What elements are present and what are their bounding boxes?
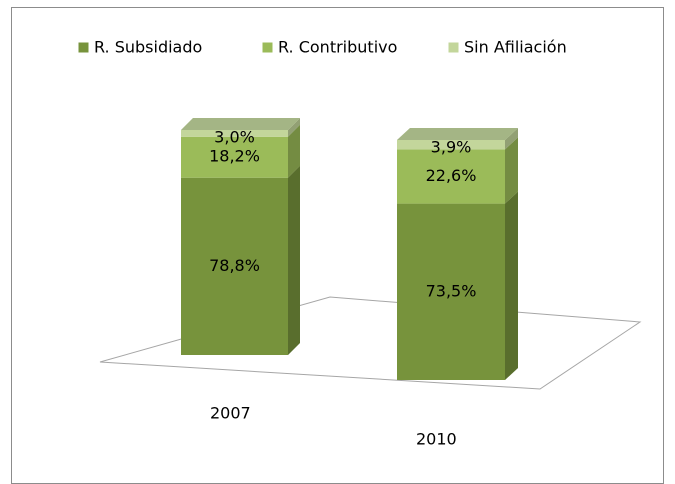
bar-side-shade: [288, 118, 300, 137]
value-label: 73,5%: [426, 281, 477, 300]
legend-swatch: [447, 41, 460, 54]
bar-segment: [397, 203, 505, 380]
value-label: 3,0%: [214, 128, 255, 147]
legend-label: R. Contributivo: [278, 38, 397, 57]
bar-side-shade: [288, 124, 300, 178]
value-label: 78,8%: [209, 256, 260, 275]
bar-side: [505, 137, 518, 204]
bar-top-shade: [397, 128, 518, 140]
x-tick-label: 2010: [416, 430, 457, 449]
bar-top-shade: [181, 118, 300, 130]
bar-segment: [181, 130, 288, 137]
bar-top: [397, 128, 518, 140]
value-label: 3,9%: [431, 138, 472, 157]
bar-side: [288, 165, 300, 355]
value-label: 22,6%: [426, 166, 477, 185]
legend-swatch: [261, 41, 274, 54]
bar-side-shade: [505, 128, 518, 150]
bar-segment: [181, 177, 288, 355]
bar-segment: [397, 149, 505, 204]
bar-side: [505, 191, 518, 380]
bar-side: [288, 124, 300, 178]
value-label: 18,2%: [209, 147, 260, 166]
bar-segment: [181, 136, 288, 178]
legend-swatch: [77, 41, 90, 54]
bar-side-shade: [505, 191, 518, 380]
bar-side: [505, 128, 518, 150]
bar-side-shade: [288, 165, 300, 355]
x-tick-label: 2007: [210, 404, 251, 423]
bar-side-shade: [505, 137, 518, 204]
bar-side: [288, 118, 300, 137]
chart-border: [11, 7, 664, 484]
bar-top: [181, 118, 300, 130]
bar-segment: [397, 140, 505, 150]
legend-label: Sin Afiliación: [464, 38, 567, 57]
legend-label: R. Subsidiado: [94, 38, 202, 57]
